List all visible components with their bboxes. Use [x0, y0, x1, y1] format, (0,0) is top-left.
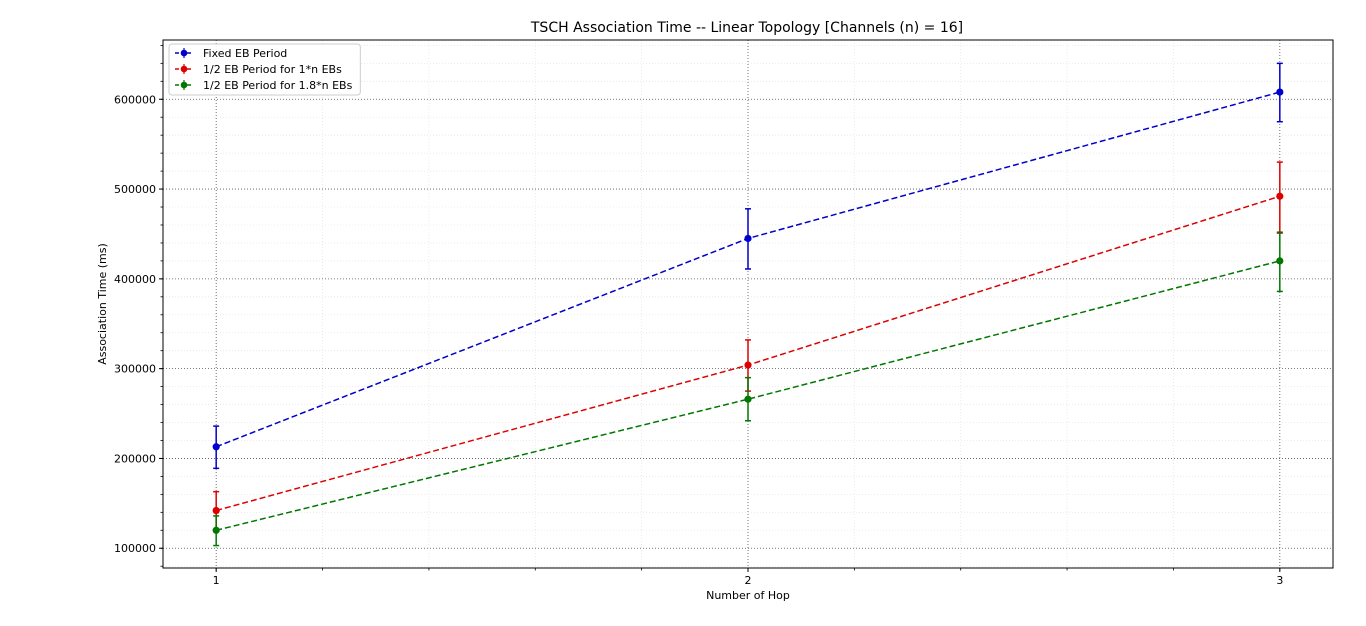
data-point	[744, 361, 752, 369]
series-3	[212, 231, 1284, 547]
legend-box	[168, 43, 361, 96]
axis-ticks: 1 2 3 100000 200000 300000 400000 500000 600000	[114, 44, 1283, 587]
data-point	[744, 234, 752, 243]
series-line	[216, 260, 1281, 532]
series-1	[212, 62, 1284, 470]
data-point	[1276, 192, 1284, 200]
data-point	[744, 395, 752, 403]
legend-marker	[180, 49, 188, 57]
y-tick-label: 300000	[114, 363, 156, 376]
x-tick-label: 3	[1276, 574, 1283, 587]
y-tick-label: 100000	[114, 542, 156, 555]
legend-marker	[180, 81, 188, 89]
y-tick-label: 200000	[114, 452, 156, 465]
legend: Fixed EB Period 1/2 EB Period for 1*n EBs…	[168, 43, 361, 96]
data-point	[1276, 88, 1284, 96]
legend-label: 1/2 EB Period for 1.8*n EBs	[203, 79, 353, 92]
y-axis-label: Association Time (ms)	[96, 243, 109, 365]
data-point	[212, 443, 220, 451]
legend-label: 1/2 EB Period for 1*n EBs	[203, 63, 342, 76]
data-point	[212, 526, 220, 534]
x-axis-label: Number of Hop	[706, 589, 790, 602]
y-tick-label: 600000	[114, 93, 156, 106]
chart-title: TSCH Association Time -- Linear Topology…	[530, 20, 963, 36]
series-group	[212, 62, 1284, 547]
legend-marker	[180, 65, 188, 73]
x-tick-label: 1	[213, 574, 220, 587]
data-point	[212, 506, 220, 515]
y-tick-label: 500000	[114, 183, 156, 196]
legend-label: Fixed EB Period	[203, 47, 287, 60]
data-point	[1276, 257, 1284, 265]
grid	[163, 40, 1333, 568]
y-tick-label: 400000	[114, 273, 156, 286]
x-tick-label: 2	[745, 574, 752, 587]
